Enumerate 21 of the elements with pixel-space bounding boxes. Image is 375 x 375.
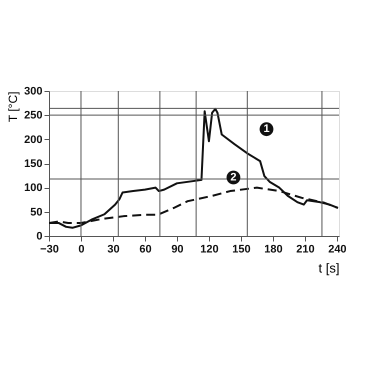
y-axis-title: T [°C] [6,92,20,122]
annotation: 2 [230,172,237,184]
y-tick-label: 250 [24,110,42,122]
x-tick-label: −30 [40,244,59,256]
x-tick-label: 150 [232,244,251,256]
y-tick-label: 0 [36,230,42,242]
y-tick-label: 200 [24,134,42,146]
x-tick-label: 90 [171,244,184,256]
x-tick-label: 120 [200,244,219,256]
annotation: 1 [263,123,270,136]
y-tick-label: 50 [30,206,42,218]
x-tick-label: 180 [264,244,283,256]
y-tick-label: 100 [24,182,42,194]
x-tick-label: 60 [139,244,152,256]
x-tick-label: 30 [107,244,120,256]
y-tick-label: 150 [24,158,42,170]
x-tick-label: 0 [78,244,85,256]
y-tick-label: 300 [24,86,42,98]
x-axis-title: t [s] [318,260,340,276]
x-tick-label: 240 [328,244,347,256]
x-tick-label: 210 [296,244,315,256]
